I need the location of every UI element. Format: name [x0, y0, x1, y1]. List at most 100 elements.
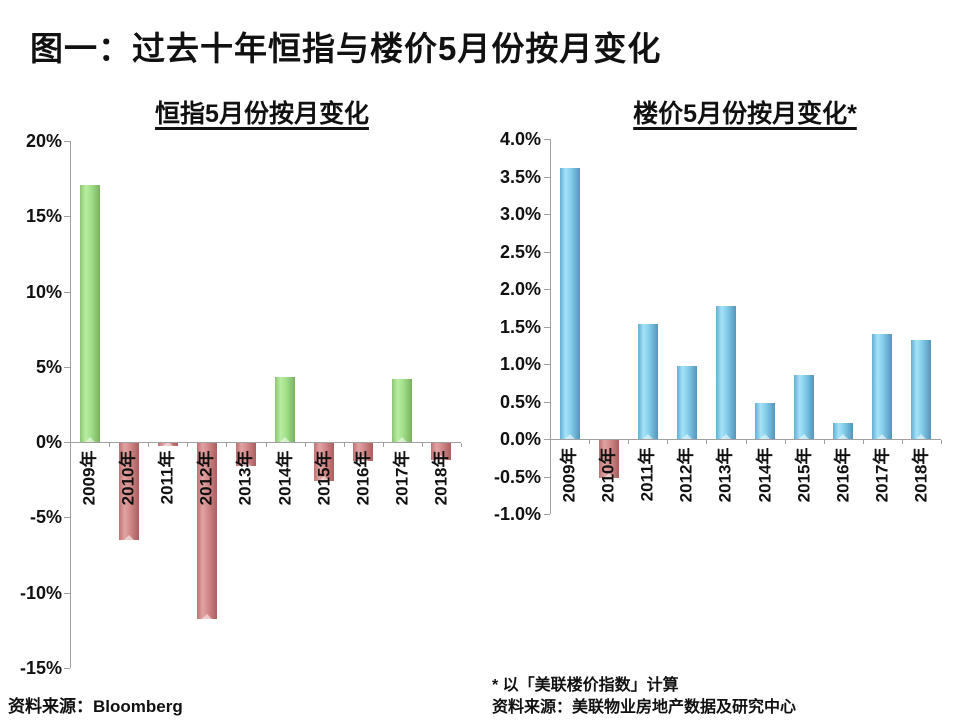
hsi-y-tick — [64, 141, 70, 142]
bar-base-chevron — [123, 534, 134, 540]
property-category-label: 2014年 — [755, 447, 775, 502]
hsi-x-axis — [70, 442, 461, 443]
hsi-category-label: 2012年 — [196, 450, 216, 505]
property-category-label: 2015年 — [794, 447, 814, 502]
bar-base-chevron — [436, 454, 447, 460]
hsi-chart-title: 恒指5月份按月变化 — [155, 100, 369, 128]
property-category-label: 2018年 — [911, 447, 931, 502]
property-category-label: 2016年 — [833, 447, 853, 502]
property-category-label: 2017年 — [872, 447, 892, 502]
hsi-category-label: 2010年 — [118, 450, 138, 505]
bar-base-chevron — [720, 434, 731, 439]
property-y-tick-label: 1.0% — [499, 354, 541, 374]
bar-base-chevron — [838, 434, 849, 439]
hsi-bar-2010年 — [118, 443, 139, 540]
hsi-y-tick — [64, 442, 70, 444]
property-y-tick — [544, 364, 550, 365]
source-bloomberg: 资料来源：Bloomberg — [8, 697, 183, 716]
hsi-y-tick — [64, 291, 70, 293]
property-y-tick-label: -0.5% — [493, 466, 541, 487]
bar-base-chevron — [603, 472, 614, 478]
source-midland: 资料来源：美联物业房地产数据及研究中心 — [492, 699, 797, 716]
property-y-axis — [550, 139, 551, 514]
hsi-x-tick — [265, 443, 267, 448]
property-y-tick — [544, 401, 550, 403]
bar-base-chevron — [564, 434, 575, 439]
property-x-tick — [706, 440, 708, 444]
hsi-y-tick — [64, 366, 70, 368]
hsi-y-tick-label: -10% — [19, 582, 62, 603]
hsi-category-label: 2013年 — [235, 450, 255, 505]
hsi-bar-2018年 — [431, 443, 452, 460]
property-category-label: 2011年 — [637, 447, 657, 501]
property-category-label: 2012年 — [676, 447, 696, 502]
property-y-tick — [544, 289, 550, 290]
hsi-bar-2011年 — [157, 441, 178, 447]
hsi-category-label: 2016年 — [353, 450, 373, 505]
hsi-x-tick — [148, 443, 150, 448]
bar-base-chevron — [240, 460, 251, 466]
hsi-x-tick — [343, 443, 345, 448]
property-y-tick — [544, 214, 550, 215]
bar-base-chevron — [681, 434, 692, 439]
hsi-y-tick-label: 5% — [35, 356, 62, 377]
property-y-tick-label: 0.5% — [499, 391, 541, 412]
property-bar-2009年 — [559, 167, 580, 439]
property-x-tick — [628, 440, 630, 444]
hsi-y-tick-label: 0% — [35, 432, 62, 453]
property-bar-2011年 — [637, 324, 658, 439]
property-bar-2014年 — [755, 403, 776, 439]
hsi-category-label: 2018年 — [431, 450, 451, 505]
hsi-y-tick-label: -5% — [29, 507, 62, 528]
property-x-tick — [862, 440, 864, 444]
hsi-bar-2014年 — [275, 377, 296, 443]
hsi-bar-2013年 — [235, 443, 256, 466]
hsi-y-axis — [70, 141, 71, 668]
bar-base-chevron — [877, 434, 888, 439]
property-y-tick — [544, 476, 550, 478]
property-x-tick — [745, 440, 747, 444]
hsi-x-tick — [187, 443, 189, 448]
property-x-tick — [550, 440, 551, 444]
hsi-bar-2016年 — [353, 443, 374, 462]
hsi-y-tick — [64, 668, 70, 669]
property-bar-2013年 — [715, 305, 736, 439]
main-title: 图一：过去十年恒指与楼价5月份按月变化 — [30, 30, 662, 67]
bar-base-chevron — [760, 434, 771, 439]
property-x-axis — [550, 439, 941, 440]
property-x-tick — [941, 440, 942, 444]
bar-base-chevron — [162, 441, 173, 447]
hsi-x-tick — [304, 443, 306, 448]
property-y-tick — [544, 514, 550, 515]
footnote-calculation: * 以「美联楼价指数」计算 — [492, 677, 679, 694]
hsi-category-label: 2014年 — [275, 450, 295, 505]
hsi-x-tick — [226, 443, 228, 448]
hsi-y-tick — [64, 592, 70, 594]
hsi-y-tick — [64, 216, 70, 218]
property-y-tick — [544, 139, 550, 140]
hsi-x-tick — [109, 443, 111, 448]
property-bar-2012年 — [676, 366, 697, 439]
hsi-y-tick-label: 15% — [25, 206, 62, 227]
hsi-x-tick — [382, 443, 384, 448]
hsi-bar-2009年 — [79, 184, 100, 443]
property-x-tick — [823, 440, 825, 444]
property-y-tick-label: 4.0% — [499, 129, 541, 149]
property-y-tick — [544, 439, 550, 440]
hsi-bar-2015年 — [314, 443, 335, 481]
property-y-tick-label: 1.5% — [499, 316, 541, 337]
property-x-tick — [784, 440, 786, 444]
property-bar-2015年 — [794, 375, 815, 439]
property-y-tick — [544, 326, 550, 328]
bar-base-chevron — [916, 434, 927, 439]
bar-base-chevron — [397, 437, 408, 443]
hsi-y-tick-label: 10% — [25, 281, 62, 302]
hsi-category-label: 2009年 — [79, 450, 99, 505]
bar-base-chevron — [358, 456, 369, 462]
hsi-bar-2017年 — [392, 378, 413, 443]
property-y-tick-label: 2.5% — [499, 241, 541, 262]
hsi-x-tick — [461, 443, 462, 448]
property-x-tick — [589, 440, 591, 444]
hsi-y-tick-label: -15% — [19, 658, 62, 678]
